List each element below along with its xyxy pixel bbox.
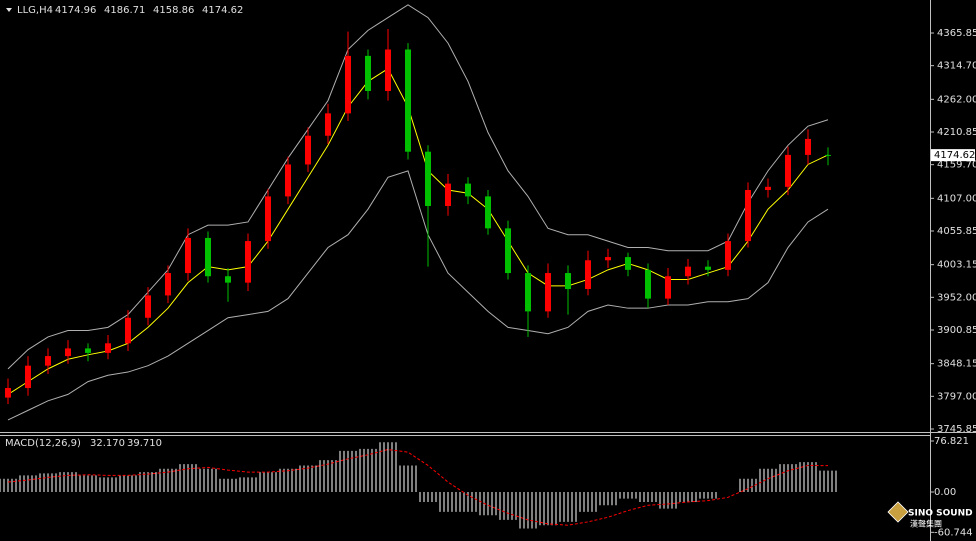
y-tick-label: 3900.85 xyxy=(937,325,976,336)
overlay-line xyxy=(7,67,829,395)
candle-body xyxy=(45,356,51,366)
macd-title: MACD(12,26,9) xyxy=(5,438,81,449)
header-close: 4174.62 xyxy=(202,5,243,16)
logo-name: SINO SOUND xyxy=(908,509,973,519)
header-low: 4158.86 xyxy=(153,5,194,16)
header-open: 4174.96 xyxy=(55,5,96,16)
header-high: 4186.71 xyxy=(104,5,145,16)
candle-body xyxy=(745,190,751,242)
y-tick-label: 3745.85 xyxy=(937,424,976,435)
candle-body xyxy=(305,135,311,165)
y-tick-label: 4314.70 xyxy=(937,61,976,72)
candle-body xyxy=(545,273,551,312)
candle-body xyxy=(365,55,371,92)
logo-mark xyxy=(887,501,909,523)
candle-body xyxy=(425,151,431,206)
macd-signal: 39.710 xyxy=(127,438,162,449)
y-tick-label: 76.821 xyxy=(934,436,969,447)
candle-body xyxy=(825,154,831,156)
y-tick-label: 4159.70 xyxy=(937,160,976,171)
candle-body xyxy=(405,49,411,152)
candle-body xyxy=(225,276,231,283)
candle-body xyxy=(165,273,171,296)
candle-body xyxy=(705,266,711,270)
candle-body xyxy=(645,269,651,299)
y-tick-label: -60.744 xyxy=(934,527,973,538)
y-tick-label: 4262.00 xyxy=(937,94,976,105)
candle-body xyxy=(65,348,71,357)
candle-body xyxy=(385,49,391,92)
y-tick-label: 0.00 xyxy=(934,487,956,498)
candle-body xyxy=(5,388,11,398)
candle-body xyxy=(105,343,111,353)
macd-value: 32.170 xyxy=(90,438,125,449)
candle-body xyxy=(125,317,131,344)
candle-body xyxy=(285,164,291,197)
candle-body xyxy=(185,237,191,274)
y-tick-label: 4055.85 xyxy=(937,226,976,237)
candle-body xyxy=(605,257,611,261)
overlay-line xyxy=(7,4,829,370)
candle-body xyxy=(345,55,351,114)
candle-body xyxy=(765,186,771,191)
y-tick-label: 4003.15 xyxy=(937,260,976,271)
candle-body xyxy=(485,196,491,229)
candle-body xyxy=(685,266,691,277)
symbol: LLG,H4 xyxy=(17,5,53,16)
candle-body xyxy=(505,228,511,274)
y-tick-label: 3797.00 xyxy=(937,391,976,402)
candle-body xyxy=(665,276,671,299)
candle-body xyxy=(805,138,811,155)
candle-body xyxy=(325,113,331,136)
candle-body xyxy=(625,257,631,270)
header-arrow xyxy=(6,8,12,12)
candle-body xyxy=(525,273,531,312)
candle-body xyxy=(565,273,571,290)
y-tick-label: 4107.00 xyxy=(937,193,976,204)
logo-subtitle: 漢聲集團 xyxy=(910,519,942,529)
candle-body xyxy=(585,260,591,290)
y-tick-label: 3952.00 xyxy=(937,292,976,303)
candle-body xyxy=(725,241,731,270)
candle-body xyxy=(25,365,31,389)
candle-body xyxy=(785,154,791,187)
candle-body xyxy=(205,237,211,277)
candle-body xyxy=(245,241,251,283)
price-label-box xyxy=(931,149,975,162)
candle-body xyxy=(465,183,471,197)
candle-body xyxy=(145,295,151,318)
logo: SINO SOUND 漢聲集團 xyxy=(887,501,973,529)
candle-body xyxy=(85,348,91,353)
candle-body xyxy=(445,183,451,206)
y-tick-label: 4365.85 xyxy=(937,28,976,39)
y-tick-label: 3848.15 xyxy=(937,359,976,370)
overlay-line xyxy=(7,170,829,421)
price-label: 4174.62 xyxy=(934,150,975,161)
y-tick-label: 4210.85 xyxy=(937,127,976,138)
candle-body xyxy=(265,196,271,242)
macd-signal-line xyxy=(7,449,829,526)
